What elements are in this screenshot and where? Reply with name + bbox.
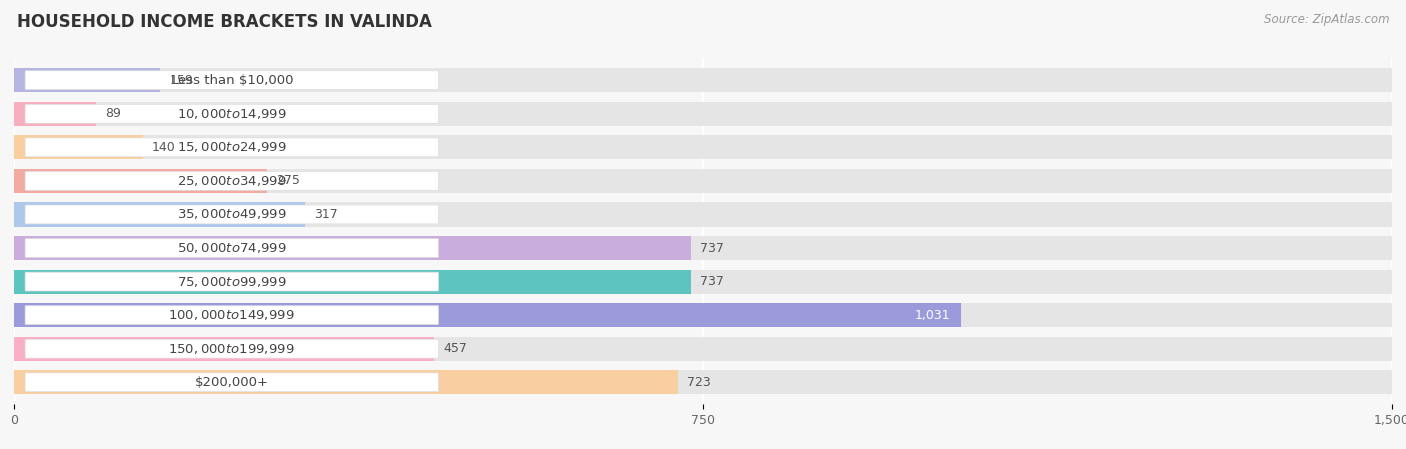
Bar <box>14 303 962 327</box>
Text: $50,000 to $74,999: $50,000 to $74,999 <box>177 241 287 255</box>
Bar <box>14 202 1392 227</box>
Text: 275: 275 <box>276 174 299 187</box>
Bar <box>14 236 692 260</box>
Bar <box>14 68 160 92</box>
Bar <box>14 101 96 126</box>
FancyBboxPatch shape <box>25 373 439 392</box>
Text: $75,000 to $99,999: $75,000 to $99,999 <box>177 275 287 289</box>
Bar <box>14 370 678 394</box>
Text: $100,000 to $149,999: $100,000 to $149,999 <box>169 308 295 322</box>
Bar <box>14 169 267 193</box>
Text: Less than $10,000: Less than $10,000 <box>170 74 292 87</box>
Text: $25,000 to $34,999: $25,000 to $34,999 <box>177 174 287 188</box>
Text: 140: 140 <box>152 141 176 154</box>
Bar <box>14 337 1392 361</box>
Bar <box>14 169 1392 193</box>
Bar <box>14 337 434 361</box>
FancyBboxPatch shape <box>25 172 439 190</box>
Text: 89: 89 <box>105 107 121 120</box>
FancyBboxPatch shape <box>25 104 439 123</box>
FancyBboxPatch shape <box>25 138 439 157</box>
Text: 737: 737 <box>700 242 724 255</box>
FancyBboxPatch shape <box>25 306 439 325</box>
FancyBboxPatch shape <box>25 339 439 358</box>
Bar <box>14 303 1392 327</box>
Text: HOUSEHOLD INCOME BRACKETS IN VALINDA: HOUSEHOLD INCOME BRACKETS IN VALINDA <box>17 13 432 31</box>
Text: $15,000 to $24,999: $15,000 to $24,999 <box>177 141 287 154</box>
Text: $200,000+: $200,000+ <box>195 376 269 389</box>
Bar <box>14 269 1392 294</box>
Bar <box>14 269 692 294</box>
FancyBboxPatch shape <box>25 205 439 224</box>
Text: 317: 317 <box>315 208 339 221</box>
Text: $10,000 to $14,999: $10,000 to $14,999 <box>177 107 287 121</box>
Text: 1,031: 1,031 <box>914 308 950 321</box>
Bar <box>14 202 305 227</box>
FancyBboxPatch shape <box>25 272 439 291</box>
Bar <box>14 236 1392 260</box>
Text: 737: 737 <box>700 275 724 288</box>
Text: Source: ZipAtlas.com: Source: ZipAtlas.com <box>1264 13 1389 26</box>
FancyBboxPatch shape <box>25 238 439 257</box>
FancyBboxPatch shape <box>25 71 439 90</box>
Text: $35,000 to $49,999: $35,000 to $49,999 <box>177 207 287 221</box>
Text: 723: 723 <box>688 376 711 389</box>
Bar <box>14 68 1392 92</box>
Text: 159: 159 <box>169 74 193 87</box>
Text: 457: 457 <box>443 342 467 355</box>
Bar <box>14 370 1392 394</box>
Bar <box>14 135 142 159</box>
Text: $150,000 to $199,999: $150,000 to $199,999 <box>169 342 295 356</box>
Bar <box>14 101 1392 126</box>
Bar <box>14 135 1392 159</box>
